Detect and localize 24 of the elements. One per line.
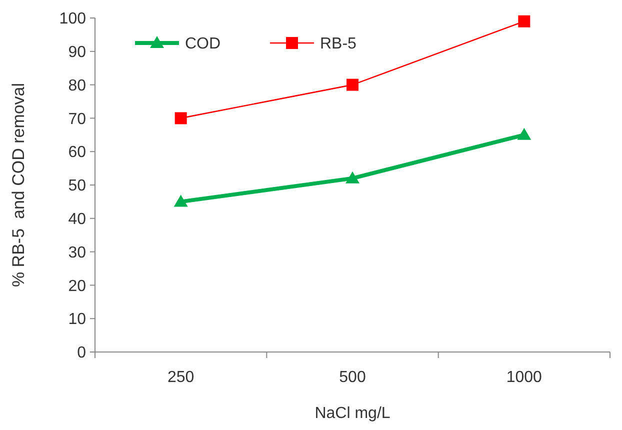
point [174,194,188,207]
y-tick-label: 30 [68,244,86,262]
legend-label: COD [185,36,221,53]
point [174,112,187,124]
point [518,15,530,28]
legend-label: RB-5 [320,36,357,53]
x-axis-title: NaCl mg/L [314,405,390,422]
y-tick-label: 20 [68,278,86,295]
y-tick-label: 100 [59,10,86,28]
x-tick-label: 1000 [506,369,542,386]
y-tick-label: 0 [77,344,86,362]
x-tick-label: 500 [339,369,366,386]
y-tick-label: 90 [68,44,86,61]
y-tick-label: 70 [68,110,86,128]
point [346,171,360,184]
x-tick-label: 250 [167,369,194,386]
point [517,128,532,140]
y-tick-label: 10 [68,311,86,328]
y-tick-label: 50 [68,178,86,195]
y-tick-label: 60 [68,144,86,162]
y-tick-label: 40 [68,211,86,228]
y-axis-title: % RB-5 and COD removal [9,82,28,288]
point [346,78,358,91]
y-tick-label: 80 [68,77,86,94]
